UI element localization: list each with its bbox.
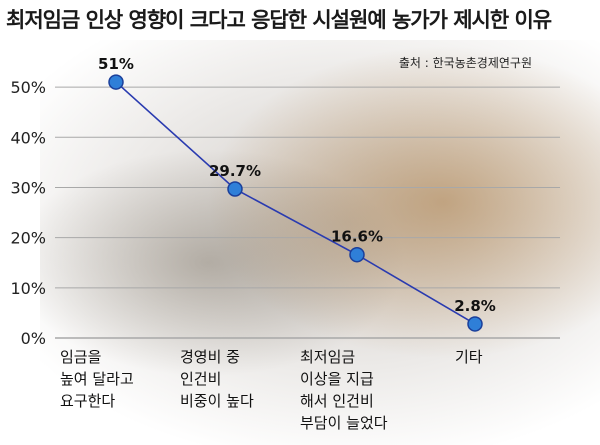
data-label: 16.6% [331,228,383,246]
data-points [108,74,483,332]
y-tick-label: 0% [21,329,46,348]
data-labels: 51% 29.7% 16.6% 2.8% [98,55,496,315]
y-tick-label: 20% [10,229,46,248]
x-category-line: 임금을 [60,348,102,366]
y-tick-label: 30% [10,178,46,197]
data-point [227,181,243,197]
data-point [349,246,365,263]
chart-title: 최저임금 인상 영향이 크다고 응답한 시설원예 농가가 제시한 이유 [6,8,552,32]
y-axis-ticks: 0% 10% 20% 30% 40% 50% [10,78,46,348]
background-photo [40,40,600,445]
y-tick-label: 40% [10,128,46,147]
y-tick-label: 50% [10,78,46,97]
data-point [108,74,124,90]
x-category-line: 요구한다 [60,392,116,410]
source-note: 출처 : 한국농촌경제연구원 [398,56,532,70]
x-category-line: 기타 [455,348,483,366]
x-category-line: 해서 인건비 [300,392,374,410]
x-category-line: 부담이 늘었다 [300,414,388,432]
x-category-line: 높여 달라고 [60,370,134,388]
y-tick-label: 10% [10,279,46,298]
series-polyline [115,81,476,325]
x-category-line: 이상을 지급 [300,370,374,388]
x-category-line: 비중이 높다 [180,392,254,410]
x-category-label: 기타 [455,346,483,368]
x-category-line: 최저임금 [300,348,356,366]
x-category-line: 인건비 [180,370,222,388]
series-line [115,81,476,325]
data-point [467,316,483,332]
x-category-line: 경영비 중 [180,348,240,366]
data-label: 2.8% [454,297,496,315]
data-label: 51% [98,55,134,73]
gridlines [55,86,560,339]
data-label: 29.7% [209,162,261,180]
